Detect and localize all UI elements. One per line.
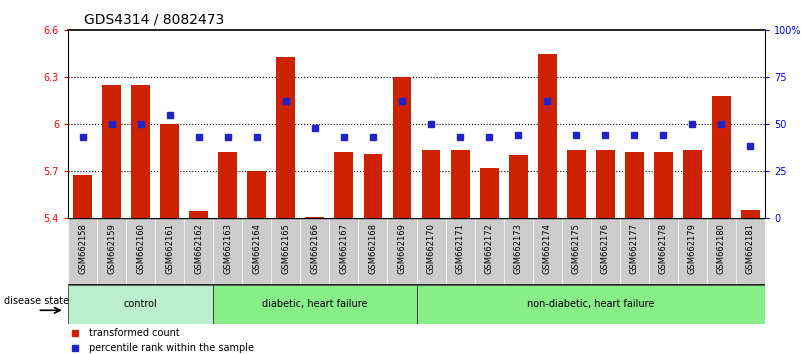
Text: GSM662177: GSM662177 — [630, 223, 638, 274]
Text: GSM662172: GSM662172 — [485, 223, 493, 274]
Bar — [388, 218, 417, 285]
Bar — [417, 285, 765, 324]
Bar — [417, 218, 445, 285]
Text: GSM662161: GSM662161 — [165, 223, 174, 274]
Bar — [131, 85, 150, 218]
Bar — [213, 218, 242, 285]
Bar — [683, 150, 702, 218]
Bar — [68, 218, 97, 285]
Bar — [103, 85, 121, 218]
Bar — [620, 218, 649, 285]
Text: GSM662169: GSM662169 — [397, 223, 406, 274]
Bar — [480, 168, 498, 218]
Bar — [184, 218, 213, 285]
Bar — [189, 211, 208, 218]
Text: GSM662180: GSM662180 — [717, 223, 726, 274]
Text: control: control — [124, 299, 158, 309]
Text: GSM662170: GSM662170 — [427, 223, 436, 274]
Bar — [736, 218, 765, 285]
Text: GSM662166: GSM662166 — [311, 223, 320, 274]
Text: GSM662173: GSM662173 — [513, 223, 522, 274]
Text: GSM662158: GSM662158 — [78, 223, 87, 274]
Bar — [649, 218, 678, 285]
Bar — [596, 150, 614, 218]
Bar — [97, 218, 127, 285]
Bar — [562, 218, 590, 285]
Bar — [127, 218, 155, 285]
Text: disease state: disease state — [4, 296, 69, 306]
Bar — [625, 152, 644, 218]
Bar — [272, 218, 300, 285]
Bar — [509, 155, 528, 218]
Text: GSM662163: GSM662163 — [223, 223, 232, 274]
Text: GSM662181: GSM662181 — [746, 223, 755, 274]
Bar — [533, 218, 562, 285]
Bar — [160, 124, 179, 218]
Bar — [712, 96, 731, 218]
Text: GSM662164: GSM662164 — [252, 223, 261, 274]
Bar — [474, 218, 504, 285]
Text: GSM662159: GSM662159 — [107, 223, 116, 274]
Text: percentile rank within the sample: percentile rank within the sample — [89, 343, 254, 353]
Text: non-diabetic, heart failure: non-diabetic, heart failure — [527, 299, 654, 309]
Text: GSM662176: GSM662176 — [601, 223, 610, 274]
Bar — [445, 218, 474, 285]
Bar — [741, 210, 760, 218]
Bar — [392, 77, 412, 218]
Bar — [654, 152, 673, 218]
Text: GSM662162: GSM662162 — [195, 223, 203, 274]
Bar — [590, 218, 620, 285]
Bar — [364, 154, 382, 218]
Bar — [248, 171, 266, 218]
Bar — [451, 150, 469, 218]
Bar — [504, 218, 533, 285]
Text: diabetic, heart failure: diabetic, heart failure — [262, 299, 368, 309]
Bar — [155, 218, 184, 285]
Bar — [537, 53, 557, 218]
Bar — [300, 218, 329, 285]
Bar — [706, 218, 736, 285]
Text: GSM662178: GSM662178 — [659, 223, 668, 274]
Text: GDS4314 / 8082473: GDS4314 / 8082473 — [84, 12, 224, 27]
Text: GSM662179: GSM662179 — [688, 223, 697, 274]
Text: GSM662171: GSM662171 — [456, 223, 465, 274]
Bar — [305, 217, 324, 218]
Text: GSM662174: GSM662174 — [543, 223, 552, 274]
Bar — [678, 218, 706, 285]
Bar — [567, 150, 586, 218]
Bar — [242, 218, 272, 285]
Text: GSM662160: GSM662160 — [136, 223, 145, 274]
Bar — [68, 285, 213, 324]
Bar — [213, 285, 417, 324]
Text: GSM662168: GSM662168 — [368, 223, 377, 274]
Bar — [276, 57, 296, 218]
Bar — [219, 152, 237, 218]
Bar — [359, 218, 388, 285]
Bar — [73, 176, 92, 218]
Text: GSM662165: GSM662165 — [281, 223, 290, 274]
Text: transformed count: transformed count — [89, 328, 179, 338]
Text: GSM662175: GSM662175 — [572, 223, 581, 274]
Bar — [421, 150, 441, 218]
Bar — [335, 152, 353, 218]
Text: GSM662167: GSM662167 — [340, 223, 348, 274]
Bar — [329, 218, 359, 285]
